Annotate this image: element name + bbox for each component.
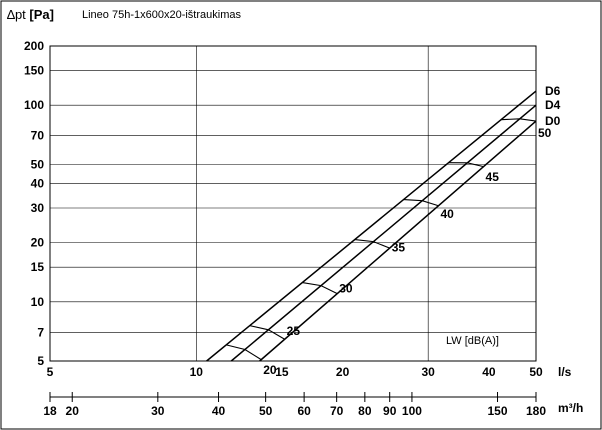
y-tick-70: 70 <box>31 129 45 143</box>
chart-title: Lineo 75h-1x600x20-ištraukimas <box>82 9 241 21</box>
sound-level-label-25: 25 <box>287 324 301 338</box>
x-tick-ls-10: 10 <box>190 365 204 379</box>
x-tick-m3h-50: 50 <box>259 404 273 418</box>
x-tick-m3h-150: 150 <box>488 404 508 418</box>
sound-level-line-45 <box>448 162 484 168</box>
sound-level-line-30 <box>302 282 338 295</box>
series-line-D4 <box>230 104 537 362</box>
x-tick-ls-20: 20 <box>336 365 350 379</box>
sound-level-label-20: 20 <box>263 363 277 377</box>
sound-level-label-35: 35 <box>392 240 406 254</box>
y-axis-unit: [Pa] <box>29 7 54 22</box>
x-tick-m3h-180: 180 <box>526 404 546 418</box>
sound-level-label-50: 50 <box>538 126 552 140</box>
y-tick-30: 30 <box>31 201 45 215</box>
y-axis-symbol: ∆pt <box>7 7 26 22</box>
series-line-D0 <box>259 120 537 362</box>
x-tick-ls-40: 40 <box>482 365 496 379</box>
sound-level-line-35 <box>354 239 390 249</box>
y-axis-label: ∆pt [Pa] <box>7 7 54 22</box>
x-tick-m3h-70: 70 <box>330 404 344 418</box>
x-unit-ls: l/s <box>558 365 572 379</box>
y-tick-40: 40 <box>31 176 45 190</box>
y-tick-150: 150 <box>24 64 44 78</box>
series-label-D6: D6 <box>545 84 561 98</box>
sound-power-label: LW [dB(A)] <box>446 335 499 347</box>
series-label-D4: D4 <box>545 98 561 112</box>
y-tick-15: 15 <box>31 260 45 274</box>
x-unit-m3h: m³/h <box>558 401 583 415</box>
x-tick-ls-5: 5 <box>47 365 54 379</box>
y-tick-100: 100 <box>24 98 44 112</box>
x-tick-m3h-20: 20 <box>66 404 80 418</box>
x-tick-m3h-60: 60 <box>297 404 311 418</box>
y-tick-7: 7 <box>37 325 44 339</box>
sound-level-line-20 <box>226 344 262 361</box>
x-tick-m3h-90: 90 <box>383 404 397 418</box>
y-tick-20: 20 <box>31 236 45 250</box>
x-tick-m3h-100: 100 <box>402 404 422 418</box>
sound-level-label-30: 30 <box>339 281 353 295</box>
series-label-D0: D0 <box>545 114 561 128</box>
x-tick-m3h-30: 30 <box>151 404 165 418</box>
sound-level-line-50 <box>501 118 537 122</box>
x-tick-ls-30: 30 <box>422 365 436 379</box>
y-tick-200: 200 <box>24 39 44 53</box>
x-tick-ls-15: 15 <box>275 365 289 379</box>
x-tick-m3h-18: 18 <box>43 404 57 418</box>
y-tick-5: 5 <box>37 354 44 368</box>
y-tick-50: 50 <box>31 157 45 171</box>
x-tick-ls-50: 50 <box>529 365 543 379</box>
sound-level-line-25 <box>249 325 285 340</box>
sound-level-label-40: 40 <box>440 207 454 221</box>
series-line-D6 <box>206 90 537 362</box>
plot-area <box>49 45 537 362</box>
sound-level-label-45: 45 <box>486 170 500 184</box>
x-tick-m3h-40: 40 <box>212 404 226 418</box>
x-tick-m3h-80: 80 <box>358 404 372 418</box>
y-tick-10: 10 <box>31 295 45 309</box>
sound-level-line-40 <box>403 199 439 207</box>
